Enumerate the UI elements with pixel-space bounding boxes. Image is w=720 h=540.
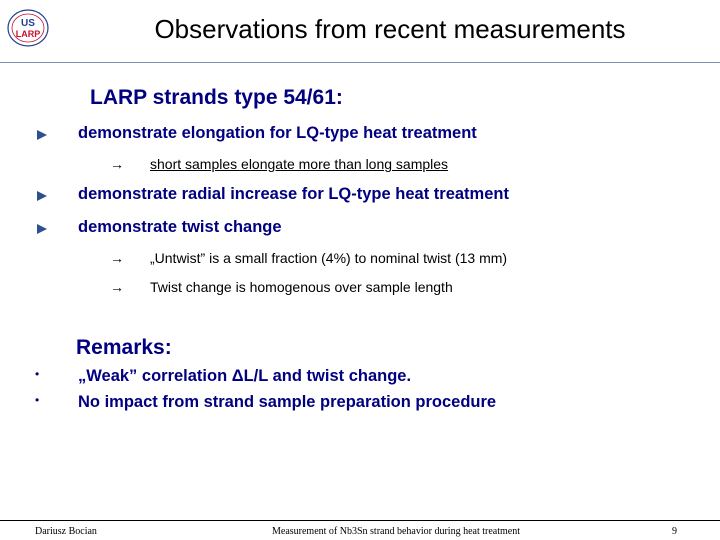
footer-subject: Measurement of Nb3Sn strand behavior dur…	[272, 526, 520, 537]
bullet-text: demonstrate elongation for LQ-type heat …	[78, 124, 477, 142]
footer-author: Dariusz Bocian	[35, 526, 97, 537]
dot-bullet-icon: •	[35, 393, 40, 407]
arrow-bullet-icon: →	[110, 156, 124, 172]
footer-divider	[0, 520, 720, 521]
sub-bullet-item: → Twist change is homogenous over sample…	[0, 279, 720, 301]
sub-bullet-item: → short samples elongate more than long …	[0, 156, 720, 178]
page-number: 9	[672, 526, 677, 537]
sub-bullet-text: Twist change is homogenous over sample l…	[150, 279, 453, 295]
remark-item: • „Weak” correlation ΔL/L and twist chan…	[0, 367, 720, 391]
dot-bullet-icon: •	[35, 367, 40, 381]
triangle-bullet-icon	[37, 191, 47, 201]
remark-text: No impact from strand sample preparation…	[78, 393, 497, 411]
section-heading-larp-strands: LARP strands type 54/61:	[90, 86, 343, 109]
arrow-bullet-icon: →	[110, 250, 124, 266]
arrow-bullet-icon: →	[110, 279, 124, 295]
bullet-item: demonstrate elongation for LQ-type heat …	[0, 124, 720, 148]
logo-text-us: US	[21, 18, 35, 29]
bullet-item: demonstrate radial increase for LQ-type …	[0, 185, 720, 209]
sub-bullet-text: „Untwist” is a small fraction (4%) to no…	[150, 250, 508, 266]
remark-item: • No impact from strand sample preparati…	[0, 393, 720, 417]
remarks-heading: Remarks:	[76, 336, 172, 359]
us-larp-logo: US LARP	[6, 8, 50, 48]
bullet-text: demonstrate radial increase for LQ-type …	[78, 185, 509, 203]
bullet-text: demonstrate twist change	[78, 218, 282, 236]
triangle-bullet-icon	[37, 224, 47, 234]
logo-text-larp: LARP	[16, 29, 41, 39]
sub-bullet-text: short samples elongate more than long sa…	[150, 156, 449, 172]
remark-text: „Weak” correlation ΔL/L and twist change…	[78, 367, 412, 385]
slide-title: Observations from recent measurements	[154, 14, 626, 44]
sub-bullet-item: → „Untwist” is a small fraction (4%) to …	[0, 250, 720, 272]
bullet-item: demonstrate twist change	[0, 218, 720, 242]
title-divider	[0, 62, 720, 63]
triangle-bullet-icon	[37, 130, 47, 140]
